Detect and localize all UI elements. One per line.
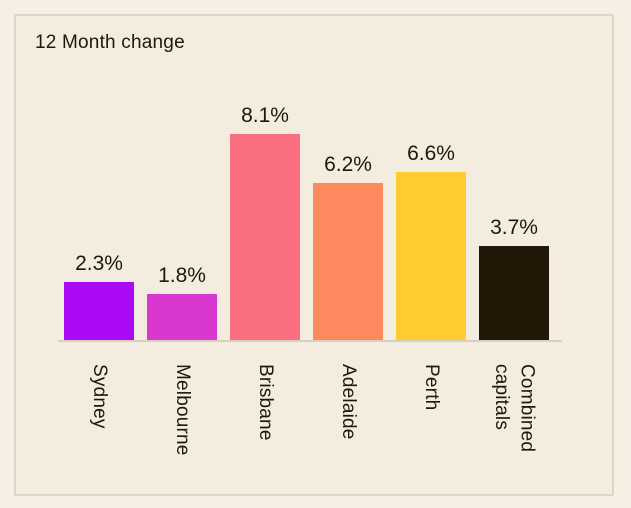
bar-column: 8.1% xyxy=(230,104,300,340)
bar-value-label: 3.7% xyxy=(490,215,538,239)
x-tick-label: Combined capitals xyxy=(491,364,538,453)
bar-value-label: 8.1% xyxy=(241,103,289,127)
chart-card: 12 Month change 2.3% 1.8% 8.1% 6.2% 6.6% 3.7%… xyxy=(14,14,614,496)
x-axis-labels: Sydney Melbourne Brisbane Adelaide Perth Comb… xyxy=(64,364,549,484)
bar-column: 6.2% xyxy=(313,153,383,340)
x-tick-cell: Sydney xyxy=(64,364,134,484)
x-tick-label: Sydney xyxy=(88,364,110,429)
x-tick-cell: Perth xyxy=(396,364,466,484)
bars-area: 2.3% 1.8% 8.1% 6.2% 6.6% 3.7% xyxy=(64,16,549,340)
bar-column: 6.6% xyxy=(396,142,466,340)
bar-value-label: 1.8% xyxy=(158,263,206,287)
bar-column: 2.3% xyxy=(64,252,134,340)
x-tick-cell: Brisbane xyxy=(230,364,300,484)
bar[interactable] xyxy=(64,282,134,340)
bar-column: 1.8% xyxy=(147,264,217,340)
bar-column: 3.7% xyxy=(479,216,549,340)
x-tick-cell: Combined capitals xyxy=(479,364,549,484)
bar[interactable] xyxy=(479,246,549,340)
chart-title: 12 Month change xyxy=(35,32,185,53)
bar-chart: 2.3% 1.8% 8.1% 6.2% 6.6% 3.7% Sydney Melbourne… xyxy=(16,16,612,494)
x-tick-label: Melbourne xyxy=(171,364,193,456)
bar[interactable] xyxy=(230,134,300,340)
x-tick-label: Adelaide xyxy=(337,364,359,440)
bar-value-label: 2.3% xyxy=(75,251,123,275)
bar-value-label: 6.2% xyxy=(324,152,372,176)
x-tick-label: Perth xyxy=(420,364,442,411)
x-tick-cell: Melbourne xyxy=(147,364,217,484)
x-axis-line xyxy=(58,340,562,342)
x-tick-label: Brisbane xyxy=(254,364,276,441)
x-tick-cell: Adelaide xyxy=(313,364,383,484)
bar-value-label: 6.6% xyxy=(407,141,455,165)
bar[interactable] xyxy=(313,183,383,340)
bar[interactable] xyxy=(147,294,217,340)
bar[interactable] xyxy=(396,172,466,340)
